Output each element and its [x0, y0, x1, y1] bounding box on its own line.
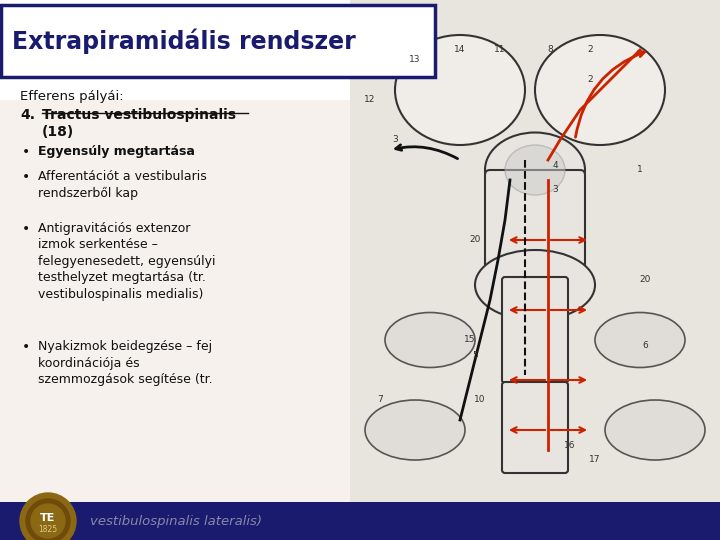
Text: 8: 8 [547, 45, 553, 55]
Ellipse shape [385, 313, 475, 368]
Text: Extrapiramidális rendszer: Extrapiramidális rendszer [12, 28, 356, 54]
Text: 15: 15 [464, 335, 476, 345]
Text: 4: 4 [552, 160, 558, 170]
Ellipse shape [475, 250, 595, 320]
Text: Tractus vestibulospinalis: Tractus vestibulospinalis [42, 108, 236, 122]
Circle shape [26, 499, 70, 540]
Text: 17: 17 [589, 456, 600, 464]
Text: 11: 11 [494, 45, 505, 55]
Text: 20: 20 [639, 275, 651, 285]
FancyBboxPatch shape [1, 5, 435, 77]
Text: 13: 13 [409, 56, 420, 64]
Text: •: • [22, 222, 30, 236]
Text: Antigravitációs extenzor
izmok serkentése –
felegyenesedett, egyensúlyi
testhely: Antigravitációs extenzor izmok serkentés… [38, 222, 215, 301]
Text: 5: 5 [472, 350, 478, 360]
FancyBboxPatch shape [502, 382, 568, 473]
Text: 6: 6 [642, 341, 648, 349]
FancyBboxPatch shape [502, 277, 568, 383]
Ellipse shape [505, 145, 565, 195]
Circle shape [20, 493, 76, 540]
Text: 20: 20 [469, 235, 481, 245]
Text: Afferentációt a vestibularis
rendszerből kap: Afferentációt a vestibularis rendszerből… [38, 170, 207, 200]
Text: 2: 2 [588, 76, 593, 84]
Text: 10: 10 [474, 395, 486, 404]
FancyBboxPatch shape [0, 0, 355, 540]
Text: •: • [22, 340, 30, 354]
Ellipse shape [485, 132, 585, 207]
Text: 14: 14 [454, 45, 466, 55]
Ellipse shape [365, 400, 465, 460]
Text: 7: 7 [377, 395, 383, 404]
Text: 3: 3 [552, 186, 558, 194]
FancyBboxPatch shape [0, 502, 720, 540]
FancyBboxPatch shape [0, 100, 355, 540]
Text: 12: 12 [364, 96, 376, 105]
FancyBboxPatch shape [485, 170, 585, 275]
Ellipse shape [395, 35, 525, 145]
Text: 16: 16 [564, 441, 576, 449]
Ellipse shape [535, 35, 665, 145]
Text: 4.: 4. [20, 108, 35, 122]
Text: (18): (18) [42, 125, 74, 139]
Text: 3: 3 [392, 136, 398, 145]
Circle shape [31, 504, 65, 538]
Text: 1: 1 [637, 165, 643, 174]
Text: 1825: 1825 [38, 524, 58, 534]
Ellipse shape [605, 400, 705, 460]
Text: •: • [22, 145, 30, 159]
Text: Egyensúly megtartása: Egyensúly megtartása [38, 145, 195, 158]
Ellipse shape [595, 313, 685, 368]
Text: 2: 2 [588, 45, 593, 55]
Text: Efferens pályái:: Efferens pályái: [20, 90, 124, 103]
Text: •: • [22, 170, 30, 184]
Text: Nyakizmok beidegzése – fej
koordinációja és
szemmozgások segítése (tr.: Nyakizmok beidegzése – fej koordinációja… [38, 340, 212, 386]
Text: vestibulospinalis lateralis): vestibulospinalis lateralis) [90, 515, 262, 528]
Text: TE: TE [40, 513, 55, 523]
FancyBboxPatch shape [350, 0, 720, 502]
